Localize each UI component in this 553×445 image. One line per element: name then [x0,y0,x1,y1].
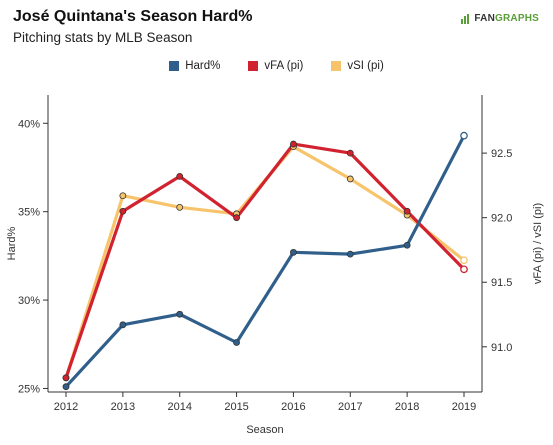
bar-chart-icon [461,13,471,24]
chart-subtitle: Pitching stats by MLB Season [13,30,193,45]
fangraphs-logo: FAN GRAPHS [461,13,539,24]
x-tick-label: 2014 [167,401,191,413]
x-tick-label: 2013 [111,401,135,413]
data-point-vfa-pi [62,374,70,382]
y-left-tick-label: 40% [18,118,40,130]
y-left-tick-label: 25% [18,383,40,395]
data-point-hard [62,383,70,391]
y-right-axis-title: vFA (pi) / vSI (pi) [532,203,544,284]
legend-swatch [248,61,259,71]
legend-label: vFA (pi) [264,60,304,72]
data-point-hard [403,241,411,249]
y-right-tick-label: 92.5 [491,148,512,160]
x-axis-title: Season [246,424,283,436]
data-point-vsi-pi [460,256,468,265]
data-point-vsi-pi [119,192,127,200]
data-point-vsi-pi [346,175,354,183]
data-point-vsi-pi [176,203,184,211]
x-tick-label: 2012 [54,401,78,413]
legend-label: Hard% [185,60,221,72]
chart-title: José Quintana's Season Hard% [13,8,253,25]
data-point-hard [290,248,297,256]
data-point-hard [233,339,240,346]
legend-item[interactable]: vSI (pi) [331,60,384,72]
data-point-vfa-pi [233,214,240,222]
x-tick-label: 2018 [395,401,419,413]
legend-item[interactable]: Hard% [169,60,220,72]
data-point-hard [346,250,354,258]
y-right-tick-label: 91.0 [491,342,512,354]
chart-legend: Hard% vFA (pi) vSI (pi) [0,60,553,72]
y-right-tick-label: 92.0 [491,213,512,225]
legend-swatch [169,61,180,71]
x-tick-label: 2016 [281,401,305,413]
series-line-hard [64,134,466,389]
legend-swatch [331,61,342,71]
y-right-tick-label: 91.5 [491,277,512,289]
data-point-vfa-pi [176,172,184,180]
x-tick-label: 2019 [452,401,476,413]
data-point-hard [460,131,468,140]
x-tick-label: 2015 [224,401,248,413]
y-left-tick-label: 30% [18,295,40,307]
data-point-hard [176,310,184,318]
x-tick-label: 2017 [338,401,362,413]
legend-label: vSI (pi) [347,60,384,72]
data-point-vfa-pi [460,265,468,274]
series-line-vfa-pi [64,142,466,380]
legend-item[interactable]: vFA (pi) [248,60,303,72]
data-point-hard [119,321,127,329]
logo-text-graphs: GRAPHS [495,13,539,24]
logo-text-fan: FAN [474,13,496,24]
y-left-tick-label: 35% [18,207,40,219]
data-point-vfa-pi [346,149,354,157]
y-left-axis-title: Hard% [6,226,18,260]
data-point-vfa-pi [403,207,411,215]
data-point-vfa-pi [119,207,127,215]
data-point-vfa-pi [290,140,297,148]
